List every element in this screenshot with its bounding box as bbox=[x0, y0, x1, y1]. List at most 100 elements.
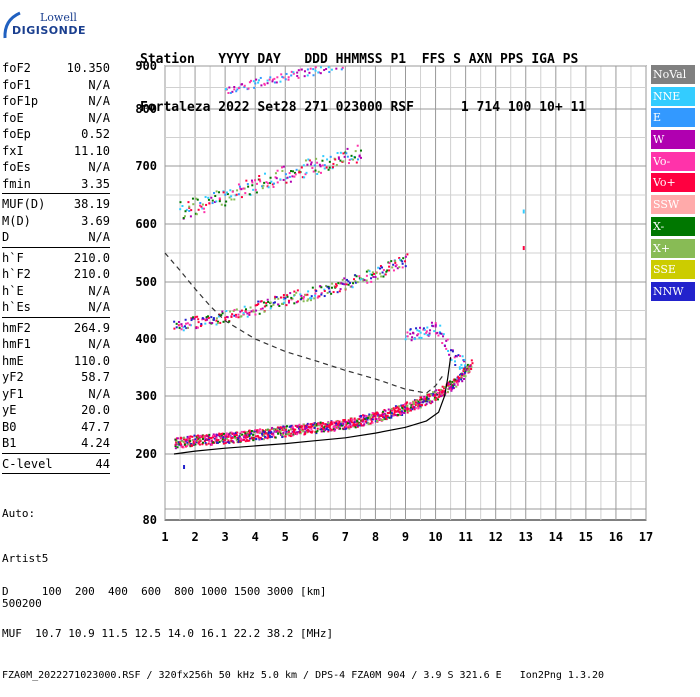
echo-mark bbox=[358, 422, 361, 425]
echo-mark bbox=[291, 430, 294, 433]
echo-mark bbox=[193, 434, 196, 437]
echo-mark bbox=[250, 179, 253, 182]
echo-mark bbox=[340, 68, 343, 71]
echo-mark bbox=[341, 66, 344, 69]
echo-mark bbox=[268, 429, 271, 432]
echo-mark bbox=[303, 176, 306, 179]
echo-mark bbox=[273, 297, 276, 300]
echo-mark bbox=[284, 173, 287, 176]
echo-mark bbox=[364, 417, 367, 420]
echo-mark bbox=[177, 441, 180, 444]
echo-mark bbox=[451, 387, 454, 390]
echo-mark bbox=[248, 81, 251, 84]
echo-mark bbox=[233, 432, 236, 435]
echo-mark bbox=[370, 418, 373, 421]
echo-mark bbox=[434, 322, 437, 325]
echo-mark bbox=[306, 423, 309, 426]
echo-mark bbox=[463, 360, 466, 363]
echo-mark bbox=[274, 172, 277, 175]
echo-mark bbox=[243, 84, 246, 87]
echo-mark bbox=[406, 253, 409, 256]
echo-mark bbox=[184, 440, 187, 443]
echo-mark bbox=[228, 86, 231, 89]
echo-mark bbox=[388, 269, 391, 272]
echo-mark bbox=[393, 411, 396, 414]
echo-mark bbox=[273, 428, 276, 431]
echo-mark bbox=[434, 398, 437, 401]
echo-mark bbox=[296, 300, 299, 303]
echo-mark bbox=[354, 281, 357, 284]
echo-mark bbox=[179, 208, 182, 211]
echo-mark bbox=[237, 439, 240, 442]
echo-mark bbox=[175, 439, 178, 442]
echo-mark bbox=[446, 390, 449, 393]
echo-mark bbox=[426, 326, 429, 329]
param-value: 58.7 bbox=[81, 370, 110, 384]
echo-mark bbox=[224, 319, 227, 322]
echo-mark bbox=[433, 398, 436, 401]
echo-mark bbox=[248, 313, 251, 316]
echo-mark bbox=[268, 436, 271, 439]
y-tick-label: 80 bbox=[143, 513, 157, 527]
echo-mark bbox=[188, 205, 191, 208]
echo-mark bbox=[288, 432, 291, 435]
echo-mark bbox=[353, 425, 356, 428]
echo-mark bbox=[263, 310, 266, 313]
param-row-fof2: foF2 10.350 bbox=[2, 60, 110, 77]
echo-mark bbox=[345, 427, 348, 430]
echo-mark bbox=[347, 162, 350, 165]
echo-mark bbox=[267, 429, 270, 432]
echo-mark bbox=[385, 415, 388, 418]
echo-mark bbox=[259, 436, 262, 439]
echo-mark bbox=[304, 431, 307, 434]
param-row-clevel: C-level 44 bbox=[2, 456, 110, 473]
echo-mark bbox=[216, 322, 219, 325]
echo-mark bbox=[306, 429, 309, 432]
echo-mark bbox=[317, 295, 320, 298]
echo-mark bbox=[211, 436, 214, 439]
echo-mark bbox=[381, 419, 384, 422]
echo-mark bbox=[282, 178, 285, 181]
echo-mark bbox=[333, 426, 336, 429]
echo-mark bbox=[306, 68, 309, 71]
echo-mark bbox=[304, 427, 307, 430]
legend-item-x: X- bbox=[651, 216, 695, 237]
echo-mark bbox=[190, 319, 193, 322]
echo-mark bbox=[306, 74, 309, 77]
echo-mark bbox=[212, 318, 215, 321]
echo-mark bbox=[190, 317, 193, 320]
echo-mark bbox=[428, 395, 431, 398]
echo-mark bbox=[455, 355, 458, 358]
echo-mark bbox=[205, 443, 208, 446]
echo-mark bbox=[266, 298, 269, 301]
y-tick-label: 700 bbox=[135, 159, 157, 173]
echo-mark bbox=[444, 345, 447, 348]
echo-mark bbox=[371, 421, 374, 424]
echo-mark bbox=[277, 297, 280, 300]
param-row-he: h`E N/A bbox=[2, 283, 110, 300]
echo-mark bbox=[342, 152, 345, 155]
echo-mark bbox=[311, 286, 314, 289]
echo-mark bbox=[245, 431, 248, 434]
param-row-fof1p: foF1p N/A bbox=[2, 93, 110, 110]
echo-mark bbox=[312, 68, 315, 71]
echo-mark bbox=[251, 184, 254, 187]
echo-mark bbox=[368, 414, 371, 417]
echo-mark bbox=[268, 434, 271, 437]
echo-mark bbox=[263, 434, 266, 437]
echo-mark bbox=[435, 389, 438, 392]
echo-mark bbox=[196, 198, 199, 201]
echo-mark bbox=[255, 438, 258, 441]
echo-mark bbox=[328, 160, 331, 163]
echo-mark bbox=[353, 417, 356, 420]
echo-mark bbox=[450, 349, 453, 352]
echo-mark bbox=[272, 185, 275, 188]
echo-mark bbox=[320, 292, 323, 295]
echo-mark bbox=[362, 278, 365, 281]
echo-mark bbox=[248, 432, 251, 435]
echo-mark bbox=[384, 273, 387, 276]
echo-mark bbox=[205, 203, 208, 206]
echo-mark bbox=[250, 79, 253, 82]
echo-mark bbox=[237, 313, 240, 316]
echo-mark bbox=[202, 436, 205, 439]
